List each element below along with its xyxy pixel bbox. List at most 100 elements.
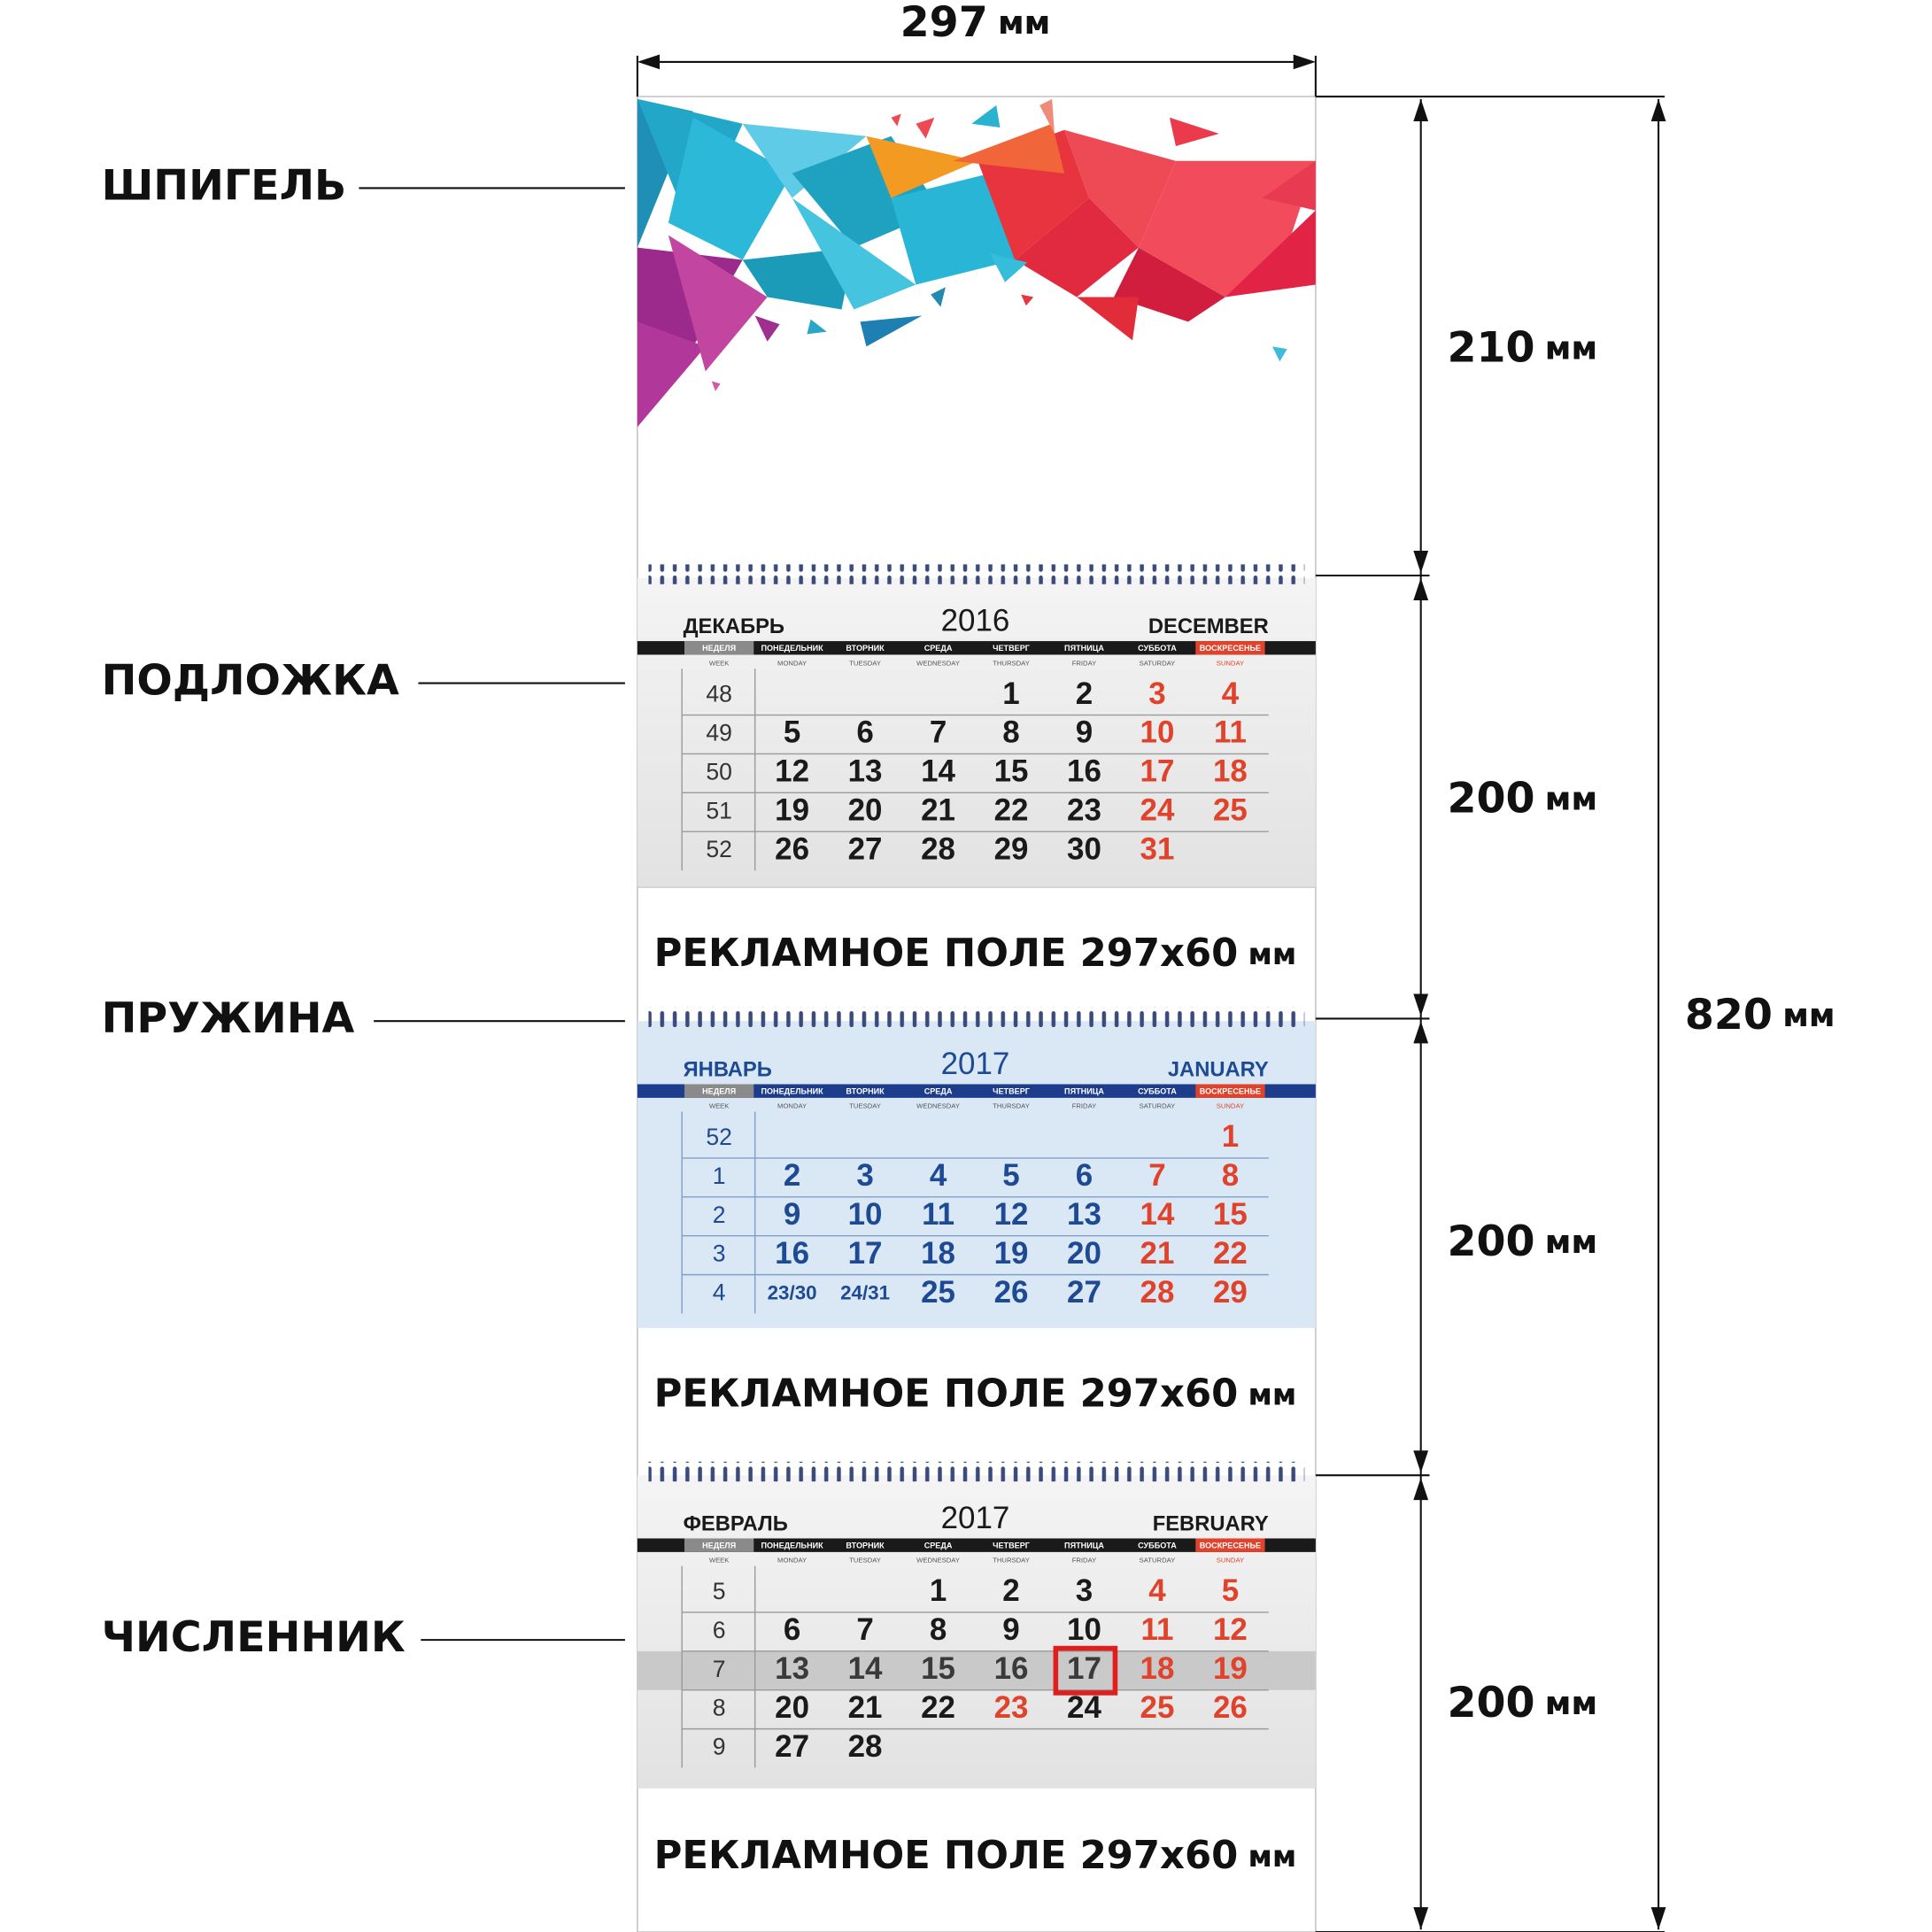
weekday-en: WEDNESDAY: [916, 1557, 960, 1565]
spiral: [648, 564, 1305, 584]
day: 5: [1002, 1158, 1019, 1193]
calendars: ДЕКАБРЬ 2016 DECEMBERНЕДЕЛЯWEEKПОНЕДЕЛЬНИК…: [637, 603, 1316, 1768]
weekday-en: FRIDAY: [1072, 1102, 1097, 1110]
weekday-en: SATURDAY: [1140, 1102, 1176, 1110]
week-number: 7: [713, 1656, 726, 1682]
weekday-en: WEEK: [709, 1102, 730, 1110]
current-week-highlight: [637, 1650, 1316, 1690]
weekday-ru: ВТОРНИК: [846, 644, 885, 653]
weekday-ru: НЕДЕЛЯ: [702, 644, 736, 653]
day: 17: [848, 1236, 883, 1271]
day: 6: [784, 1612, 800, 1647]
weekday-ru: ВОСКРЕСЕНЬЕ: [1200, 1541, 1261, 1549]
day: 14: [921, 754, 955, 789]
dimension-number: 210: [1447, 324, 1534, 373]
part-label: ЧИСЛЕННИК: [102, 1613, 406, 1662]
height-dimension: 210 мм: [1447, 324, 1597, 373]
week-number: 1: [713, 1163, 726, 1189]
day: 3: [1076, 1573, 1093, 1608]
spiral: [648, 1461, 1305, 1482]
day: 27: [775, 1729, 809, 1764]
weekday-en: FRIDAY: [1072, 659, 1097, 667]
part-label: ПОДЛОЖКА: [102, 657, 399, 706]
day: 4: [930, 1158, 947, 1193]
day: 29: [1213, 1275, 1248, 1310]
weekday-ru: ВТОРНИК: [846, 1086, 885, 1095]
height-dimension: 200 мм: [1447, 1217, 1597, 1266]
weekday-ru: СУББОТА: [1138, 1541, 1177, 1549]
day: 12: [1213, 1612, 1248, 1647]
day: 16: [994, 1651, 1029, 1686]
spiral: [648, 1007, 1305, 1028]
day: 4: [1222, 676, 1240, 711]
day: 30: [1067, 831, 1101, 866]
day: 13: [1067, 1197, 1101, 1232]
day: 24: [1067, 1690, 1101, 1725]
day: 16: [1067, 754, 1101, 789]
day: 18: [1140, 1651, 1175, 1686]
day: 24/31: [840, 1281, 890, 1303]
day: 13: [775, 1651, 809, 1686]
dimension-unit: мм: [1782, 996, 1835, 1034]
weekday-ru: ПОНЕДЕЛЬНИК: [761, 1541, 823, 1549]
week-number: 6: [713, 1617, 726, 1643]
day: 6: [856, 715, 873, 750]
day: 19: [1213, 1651, 1248, 1686]
sunday-header-cell: [1195, 641, 1265, 655]
ad-field: РЕКЛАМНОЕ ПОЛЕ 297x60 мм: [654, 1834, 1297, 1878]
day: 24: [1140, 792, 1175, 827]
year: 2017: [941, 1047, 1010, 1081]
weekday-ru: ВОСКРЕСЕНЬЕ: [1200, 644, 1261, 653]
dimension-number: 200: [1447, 1679, 1534, 1727]
arrowheads: [637, 54, 1666, 1930]
dimension-unit: мм: [1545, 779, 1597, 817]
february-panel: [637, 1475, 1316, 1789]
month-en: FEBRUARY: [1153, 1511, 1269, 1535]
weekday-ru: ПЯТНИЦА: [1064, 1086, 1104, 1095]
day: 21: [921, 792, 955, 827]
weekday-ru: ВОСКРЕСЕНЬЕ: [1200, 1086, 1261, 1095]
day: 19: [994, 1236, 1029, 1271]
dimension-number: 820: [1685, 991, 1773, 1039]
weekday-ru: НЕДЕЛЯ: [702, 1086, 736, 1095]
day: 19: [775, 792, 809, 827]
header-art: [637, 98, 1316, 428]
day: 17: [1067, 1651, 1101, 1686]
day: 6: [1076, 1158, 1093, 1193]
week-number: 48: [706, 681, 732, 707]
day: 18: [1213, 754, 1248, 789]
dimension-number: 200: [1447, 774, 1534, 823]
dimension-unit: мм: [1545, 1223, 1597, 1261]
day: 26: [994, 1275, 1029, 1310]
part-label: ШПИГЕЛЬ: [102, 161, 347, 210]
year: 2017: [941, 1501, 1010, 1535]
week-number: 4: [713, 1279, 726, 1306]
weekday-en: WEDNESDAY: [916, 659, 960, 667]
week-number: 9: [713, 1734, 726, 1760]
weekday-ru: ПОНЕДЕЛЬНИК: [761, 1086, 823, 1095]
weekday-en: FRIDAY: [1072, 1557, 1097, 1565]
day: 1: [930, 1573, 947, 1608]
day: 23: [1067, 792, 1101, 827]
day: 10: [1067, 1612, 1101, 1647]
weekday-en: WEEK: [709, 659, 730, 667]
weekday-en: TUESDAY: [849, 1557, 881, 1565]
day: 1: [1222, 1119, 1239, 1154]
day: 15: [1213, 1197, 1248, 1232]
day: 22: [1213, 1236, 1248, 1271]
ad-unit: мм: [1248, 1377, 1296, 1411]
day: 26: [775, 831, 809, 866]
day: 14: [1140, 1197, 1175, 1232]
width-dimension: 297 мм: [900, 0, 1051, 47]
month-ru: ДЕКАБРЬ: [684, 614, 784, 638]
day: 31: [1140, 831, 1175, 866]
ad-text: РЕКЛАМНОЕ ПОЛЕ 297x60: [654, 931, 1239, 976]
day: 8: [1002, 715, 1019, 750]
day: 8: [930, 1612, 947, 1647]
day: 16: [775, 1236, 809, 1271]
day: 12: [775, 754, 809, 789]
weekday-ru: НЕДЕЛЯ: [702, 1541, 736, 1549]
weekday-ru: СРЕДА: [924, 1541, 953, 1549]
weekday-bar: [637, 1538, 1316, 1552]
